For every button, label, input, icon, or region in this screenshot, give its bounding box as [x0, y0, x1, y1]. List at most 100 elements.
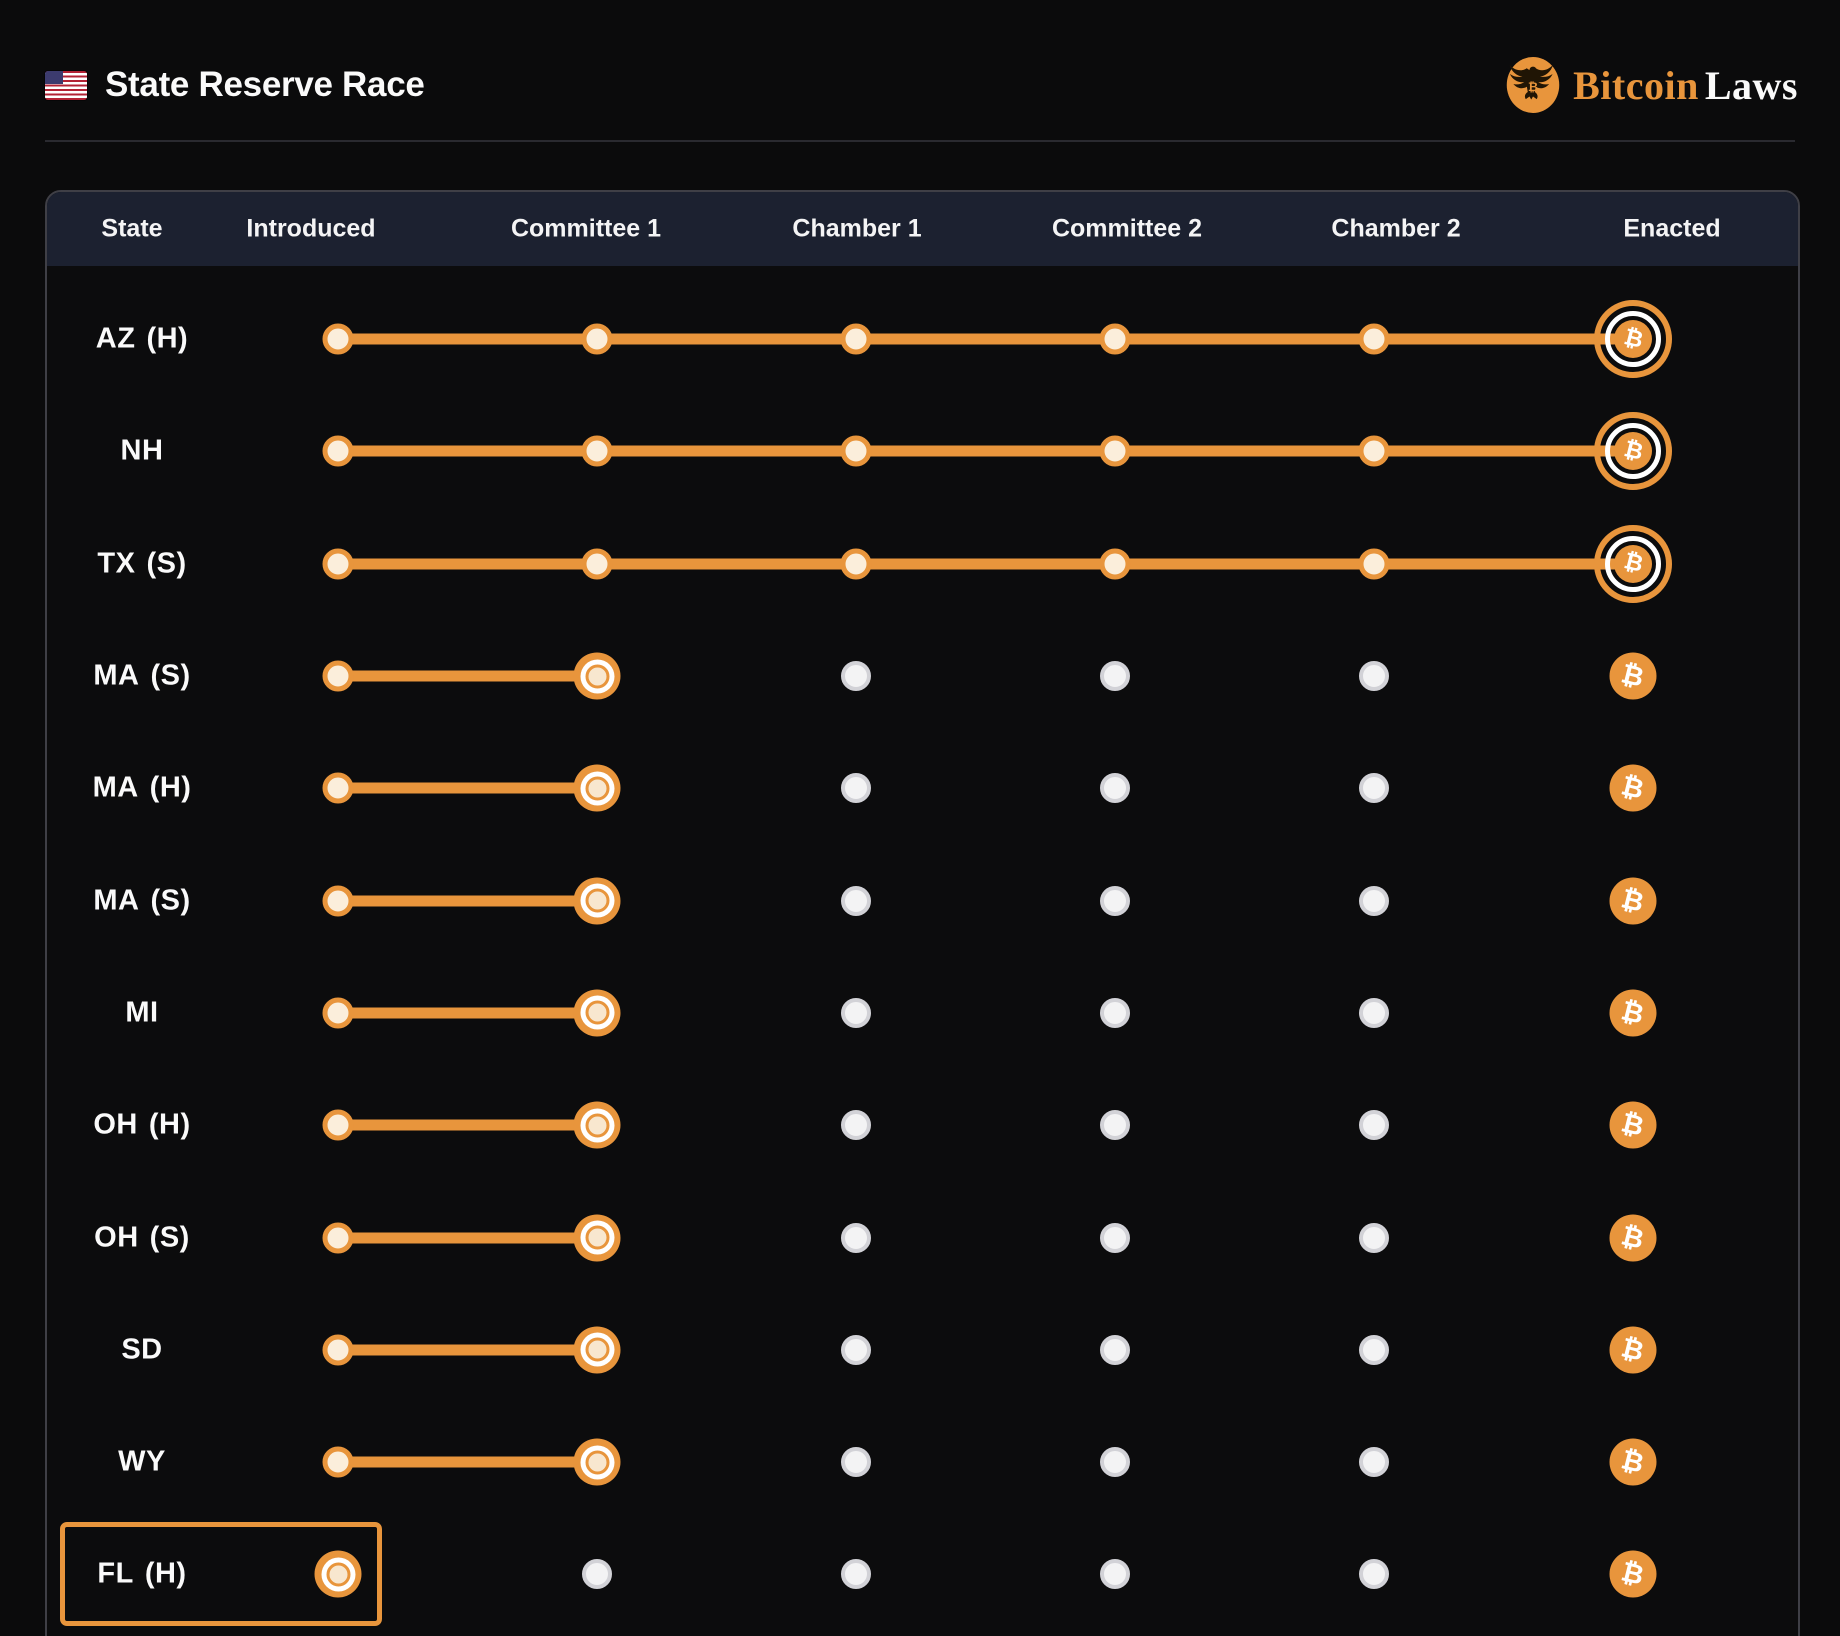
pending-dot-icon — [1359, 1447, 1389, 1478]
state-chamber-suffix: (S) — [150, 884, 191, 917]
table-row[interactable]: OH (S) ₿ — [47, 1181, 1798, 1293]
bullseye-white-ring — [580, 995, 614, 1030]
pending-dot-icon — [1359, 1222, 1389, 1253]
table-row[interactable]: MA (S) ₿ — [47, 620, 1798, 732]
pending-dot-icon — [841, 773, 871, 804]
state-code: SD — [121, 1333, 163, 1366]
bitcoin-core: ₿ — [1614, 432, 1652, 471]
bitcoin-icon: ₿ — [1618, 1556, 1648, 1593]
pending-dot-icon — [582, 1559, 612, 1590]
stage-dot-pending — [1359, 1222, 1389, 1253]
stage-dot-pending — [1359, 885, 1389, 916]
stage-dot-pending — [841, 773, 871, 804]
enacted-badge-ringed: ₿ — [1594, 524, 1672, 603]
passed-dot-icon — [322, 548, 354, 580]
bitcoin-badge: ₿ — [1609, 1438, 1657, 1486]
pending-dot-icon — [1100, 1222, 1130, 1253]
enacted-badge-pending: ₿ — [1609, 764, 1657, 812]
bitcoin-icon: ₿ — [1618, 1332, 1648, 1368]
progress-line — [338, 1344, 597, 1356]
progress-line — [338, 1007, 597, 1019]
passed-dot-icon — [581, 435, 613, 467]
state-label: MA (H) — [47, 772, 237, 805]
state-label: WY — [47, 1446, 237, 1479]
stage-dot-current — [573, 764, 621, 812]
bullseye-center — [585, 664, 609, 689]
passed-dot-icon — [840, 323, 872, 355]
table-row[interactable]: AZ (H) ₿ — [47, 283, 1798, 395]
bullseye-white-ring — [580, 1332, 614, 1367]
state-code: WY — [118, 1445, 166, 1478]
stage-dot-pending — [1100, 1334, 1130, 1365]
pending-dot-icon — [841, 1222, 871, 1253]
stage-dot-passed — [322, 1446, 354, 1478]
table-row[interactable]: WY ₿ — [47, 1406, 1798, 1518]
stage-dot-current — [573, 1438, 621, 1486]
current-stage-bullseye-icon — [573, 877, 621, 925]
state-code: MI — [125, 996, 159, 1029]
pending-dot-icon — [1100, 1110, 1130, 1141]
table-row[interactable]: SD ₿ — [47, 1294, 1798, 1406]
current-stage-bullseye-icon — [573, 764, 621, 812]
pending-dot-icon — [841, 1447, 871, 1478]
stage-dot-pending — [841, 1110, 871, 1141]
enacted-badge-pending: ₿ — [1609, 652, 1657, 700]
stage-dot-pending — [1100, 661, 1130, 692]
state-label: OH (S) — [47, 1221, 237, 1254]
bullseye-white-ring — [580, 1108, 614, 1143]
us-flag-icon — [45, 70, 87, 100]
stage-dot-passed — [322, 997, 354, 1029]
state-label: AZ (H) — [47, 323, 237, 356]
bullseye-white-ring — [580, 1445, 614, 1480]
stage-dot-pending — [1359, 1334, 1389, 1365]
table-row[interactable]: TX (S) ₿ — [47, 508, 1798, 620]
stage-dot-pending — [1359, 1447, 1389, 1478]
state-chamber-suffix: (S) — [146, 547, 187, 580]
bullseye-center — [585, 888, 609, 913]
table-row[interactable]: MA (H) ₿ — [47, 732, 1798, 844]
eagle-seal-icon: ₿ — [1506, 57, 1560, 113]
stage-dot-pending — [1359, 997, 1389, 1028]
white-ring: ₿ — [1605, 423, 1661, 480]
bitcoin-icon: ₿ — [1620, 436, 1646, 466]
table-row[interactable]: NH ₿ — [47, 395, 1798, 507]
pending-dot-icon — [1100, 1559, 1130, 1590]
current-stage-bullseye-icon — [573, 989, 621, 1037]
bitcoin-badge: ₿ — [1609, 877, 1657, 925]
table-row[interactable]: MA (S) ₿ — [47, 844, 1798, 956]
enacted-badge-pending: ₿ — [1609, 1101, 1657, 1149]
current-stage-bullseye-icon — [314, 1550, 362, 1598]
table-row[interactable]: MI ₿ — [47, 957, 1798, 1069]
pending-dot-icon — [1100, 885, 1130, 916]
stage-dot-pending — [1359, 773, 1389, 804]
table-body: AZ (H) ₿ NH ₿ TX (S) ₿ MA (S) ₿ MA (H) ₿ MA (S) ₿ MI ₿ OH (H… — [47, 266, 1798, 1631]
stage-dot-passed — [581, 435, 613, 467]
progress-line — [338, 1232, 597, 1244]
title-wrap: State Reserve Race — [45, 65, 425, 105]
pending-dot-icon — [1359, 1559, 1389, 1590]
passed-dot-icon — [1358, 435, 1390, 467]
state-label: FL (H) — [47, 1558, 237, 1591]
state-label: TX (S) — [47, 547, 237, 580]
table-row[interactable]: FL (H) ₿ — [47, 1518, 1798, 1630]
stage-dot-pending — [841, 885, 871, 916]
progress-line — [338, 1119, 597, 1131]
pending-dot-icon — [1359, 885, 1389, 916]
bullseye-center — [585, 1000, 609, 1025]
table-header: State Introduced Committee 1 Chamber 1 Commi… — [47, 192, 1798, 266]
stage-dot-passed — [1099, 323, 1131, 355]
stage-dot-passed — [322, 1334, 354, 1366]
stage-dot-current — [573, 1326, 621, 1374]
passed-dot-icon — [1099, 548, 1131, 580]
stage-dot-pending — [1100, 1559, 1130, 1590]
passed-dot-icon — [1099, 435, 1131, 467]
stage-dot-pending — [1100, 773, 1130, 804]
bitcoin-icon: ₿ — [1618, 882, 1648, 919]
table-row[interactable]: OH (H) ₿ — [47, 1069, 1798, 1181]
bullseye-white-ring — [580, 771, 614, 806]
state-label: MI — [47, 996, 237, 1029]
progress-line — [338, 445, 1633, 457]
stage-dot-pending — [1100, 1447, 1130, 1478]
header-divider — [45, 140, 1795, 142]
bitcoin-badge: ₿ — [1609, 764, 1657, 812]
